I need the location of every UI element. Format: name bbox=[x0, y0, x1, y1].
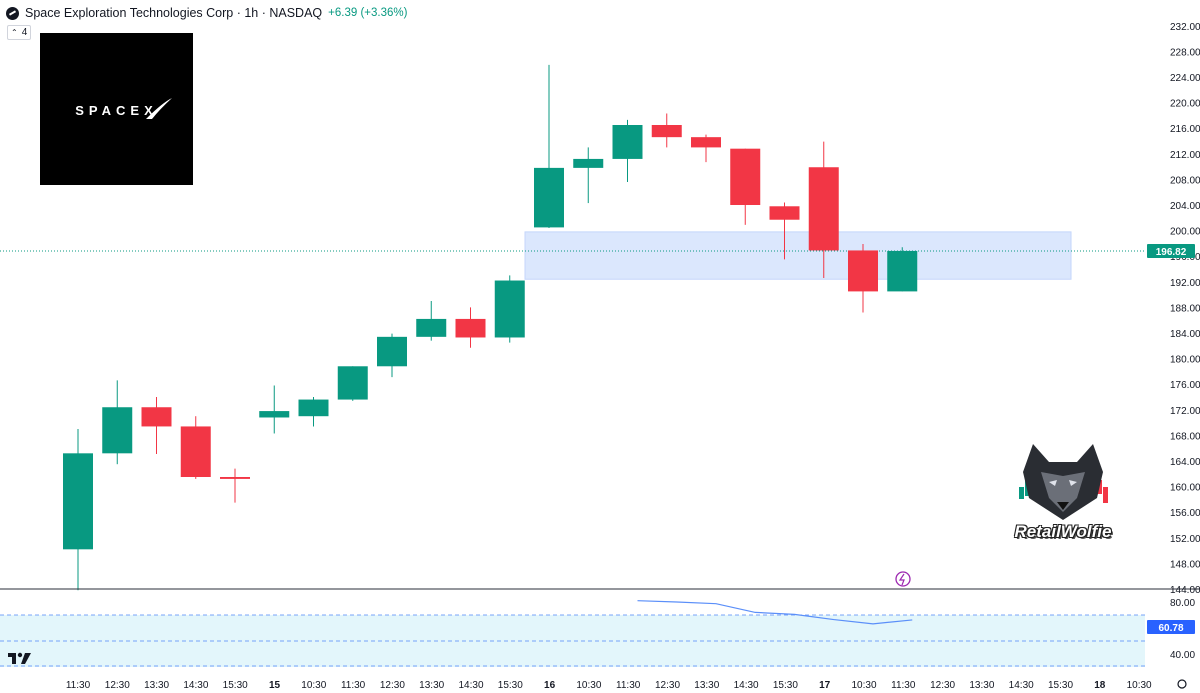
price-tick-label: 152.00 bbox=[1170, 534, 1200, 545]
time-tick-label: 10:30 bbox=[576, 680, 601, 691]
price-tick-label: 184.00 bbox=[1170, 329, 1200, 340]
candle-body bbox=[494, 280, 525, 338]
time-tick-label: 12:30 bbox=[105, 680, 130, 691]
price-tick-label: 168.00 bbox=[1170, 431, 1200, 442]
time-tick-label: 15:30 bbox=[773, 680, 798, 691]
candle-body bbox=[416, 318, 447, 337]
price-change: +6.39 (+3.36%) bbox=[328, 7, 408, 19]
symbol-legend[interactable]: Space Exploration Technologies Corp · 1h… bbox=[6, 4, 407, 22]
last-price-value: 196.82 bbox=[1156, 247, 1187, 258]
candle-body bbox=[612, 125, 643, 159]
price-tick-label: 200.00 bbox=[1170, 227, 1200, 238]
rsi-tick-label: 40.00 bbox=[1170, 650, 1195, 661]
candle-body bbox=[337, 366, 368, 400]
candle-body bbox=[63, 453, 93, 550]
spacex-logo: SPACEX bbox=[40, 33, 193, 185]
symbol-logo-icon bbox=[6, 6, 19, 20]
time-tick-label: 16 bbox=[544, 680, 556, 691]
tradingview-logo[interactable] bbox=[8, 651, 32, 669]
time-tick-label: 15:30 bbox=[223, 680, 248, 691]
time-tick-label: 13:30 bbox=[419, 680, 444, 691]
symbol-title: Space Exploration Technologies Corp · 1h… bbox=[25, 6, 323, 20]
time-tick-label: 15 bbox=[269, 680, 281, 691]
candle-body bbox=[102, 407, 133, 454]
rsi-tick-label: 80.00 bbox=[1170, 598, 1195, 609]
time-tick-label: 18 bbox=[1094, 680, 1106, 691]
rsi-line bbox=[637, 600, 913, 625]
time-tick-label: 17 bbox=[819, 680, 831, 691]
rsi-value: 60.78 bbox=[1158, 623, 1183, 634]
spacex-wordmark: SPACEX bbox=[75, 102, 158, 118]
candle-body bbox=[220, 477, 250, 479]
candle-body bbox=[769, 206, 800, 220]
time-tick-label: 13:30 bbox=[969, 680, 994, 691]
price-tick-label: 224.00 bbox=[1170, 73, 1200, 84]
time-tick-label: 12:30 bbox=[380, 680, 405, 691]
candle-body bbox=[298, 399, 329, 417]
price-tick-label: 188.00 bbox=[1170, 303, 1200, 314]
candle-body bbox=[180, 426, 211, 477]
settings-gear-icon bbox=[1177, 679, 1187, 689]
price-tick-label: 208.00 bbox=[1170, 175, 1200, 186]
price-tick-label: 156.00 bbox=[1170, 508, 1200, 519]
candle-body bbox=[651, 125, 682, 138]
time-tick-label: 10:30 bbox=[1127, 680, 1152, 691]
price-tick-label: 180.00 bbox=[1170, 355, 1200, 366]
candle-body bbox=[691, 137, 721, 148]
time-tick-label: 14:30 bbox=[1009, 680, 1034, 691]
flash-icon bbox=[895, 571, 911, 587]
chevron-up-icon: ⌃ bbox=[11, 28, 18, 37]
price-tick-label: 216.00 bbox=[1170, 124, 1200, 135]
time-tick-label: 13:30 bbox=[144, 680, 169, 691]
candle-body bbox=[730, 148, 761, 205]
price-tick-label: 144.00 bbox=[1170, 585, 1200, 596]
time-tick-label: 12:30 bbox=[655, 680, 680, 691]
time-tick-label: 15:30 bbox=[498, 680, 523, 691]
time-tick-label: 11:30 bbox=[341, 680, 366, 691]
price-tick-label: 220.00 bbox=[1170, 99, 1200, 110]
time-tick-label: 10:30 bbox=[301, 680, 326, 691]
flash-bolt-icon bbox=[898, 573, 905, 586]
last-price-badge bbox=[1147, 243, 1195, 258]
watermark-label: RetailWolfie bbox=[1014, 522, 1112, 541]
retailwolfie-watermark: RetailWolfie bbox=[993, 432, 1133, 547]
time-tick-label: 14:30 bbox=[183, 680, 208, 691]
time-tick-label: 11:30 bbox=[891, 680, 916, 691]
candle-body bbox=[534, 167, 564, 228]
time-tick-label: 14:30 bbox=[734, 680, 759, 691]
time-tick-label: 11:30 bbox=[616, 680, 641, 691]
candle-body bbox=[887, 250, 918, 292]
candle-body bbox=[848, 250, 878, 292]
time-tick-label: 14:30 bbox=[458, 680, 483, 691]
candle-body bbox=[808, 167, 839, 251]
price-tick-label: 204.00 bbox=[1170, 201, 1200, 212]
spacex-swoosh-icon bbox=[146, 98, 172, 119]
price-tick-label: 212.00 bbox=[1170, 150, 1200, 161]
candle-body bbox=[377, 336, 407, 367]
time-tick-label: 10:30 bbox=[851, 680, 876, 691]
candle-body bbox=[141, 407, 172, 427]
indicators-toggle[interactable]: ⌃ 4 bbox=[7, 25, 32, 40]
candle-body bbox=[573, 158, 604, 168]
price-tick-label: 228.00 bbox=[1170, 47, 1200, 58]
rsi-value-badge bbox=[1147, 620, 1195, 634]
price-tick-label: 164.00 bbox=[1170, 457, 1200, 468]
time-tick-label: 15:30 bbox=[1048, 680, 1073, 691]
price-tick-label: 192.00 bbox=[1170, 278, 1200, 289]
tradingview-icon bbox=[8, 652, 31, 664]
price-tick-label: 160.00 bbox=[1170, 483, 1200, 494]
price-tick-label: 172.00 bbox=[1170, 406, 1200, 417]
supply-demand-zone bbox=[524, 231, 1072, 280]
candle-body bbox=[455, 318, 486, 338]
price-tick-label: 176.00 bbox=[1170, 380, 1200, 391]
price-tick-label: 148.00 bbox=[1170, 559, 1200, 570]
candle-body bbox=[259, 411, 290, 418]
time-tick-label: 13:30 bbox=[694, 680, 719, 691]
time-tick-label: 11:30 bbox=[66, 680, 91, 691]
indicator-count: 4 bbox=[21, 27, 28, 38]
wolf-head-icon bbox=[1019, 444, 1108, 520]
time-tick-label: 12:30 bbox=[930, 680, 955, 691]
price-tick-label: 232.00 bbox=[1170, 22, 1200, 33]
